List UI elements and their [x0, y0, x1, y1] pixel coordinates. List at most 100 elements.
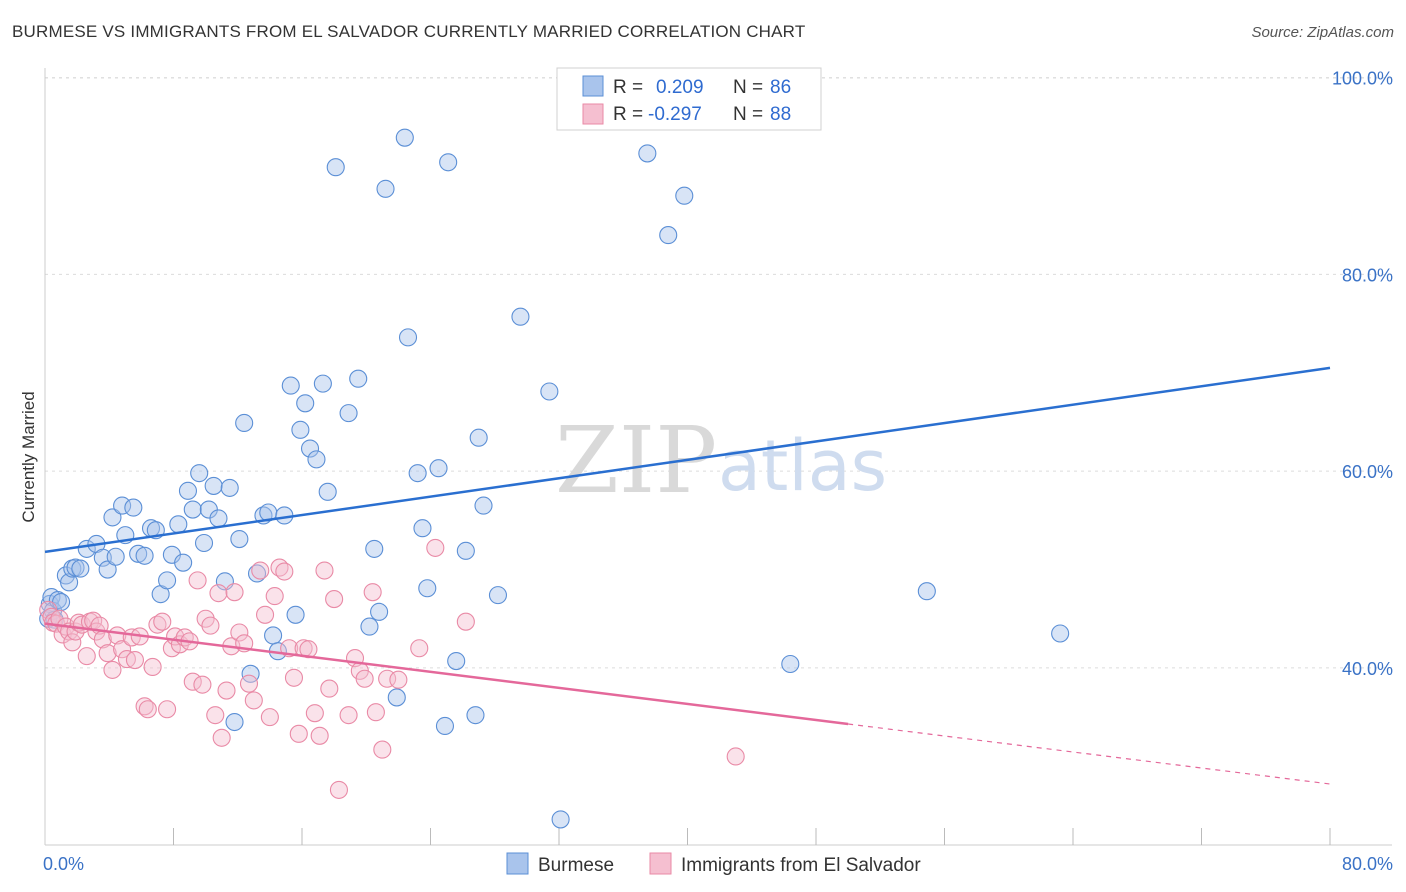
point-el-salvador — [148, 615, 167, 634]
point-el-salvador — [456, 612, 475, 631]
point-burmese — [71, 559, 90, 578]
point-burmese — [456, 541, 475, 560]
point-el-salvador — [325, 590, 344, 609]
x-tick-marks — [173, 828, 1331, 845]
trend-line-burmese — [44, 366, 1331, 554]
point-burmese — [466, 706, 485, 725]
point-burmese — [469, 428, 488, 447]
grid-lines — [45, 77, 1392, 669]
point-el-salvador — [251, 561, 270, 580]
series-swatch-el-salvador — [649, 852, 672, 875]
point-burmese — [194, 533, 214, 553]
trend-line-el-salvador — [44, 622, 849, 726]
point-el-salvador — [284, 668, 304, 687]
point-burmese — [93, 548, 112, 567]
point-burmese — [511, 307, 530, 326]
point-burmese — [113, 496, 132, 515]
point-burmese — [103, 508, 122, 527]
point-burmese — [169, 515, 188, 534]
legend-r-label-1: R = — [613, 77, 643, 98]
y-tick-label: 100.0% — [1332, 69, 1393, 89]
chart-title: BURMESE VS IMMIGRANTS FROM EL SALVADOR C… — [12, 22, 806, 41]
point-burmese — [174, 553, 193, 572]
point-burmese — [540, 382, 559, 401]
point-el-salvador — [426, 538, 445, 557]
point-el-salvador — [135, 697, 154, 716]
point-burmese — [281, 376, 300, 395]
data-points — [39, 128, 1070, 829]
point-burmese — [48, 590, 67, 610]
point-el-salvador — [63, 633, 82, 652]
series-legend: Burmese Immigrants from El Salvador — [506, 852, 921, 876]
point-el-salvador — [217, 681, 236, 700]
point-burmese — [551, 810, 570, 829]
axes — [44, 68, 1392, 846]
point-burmese — [418, 579, 437, 598]
y-tick-label: 40.0% — [1342, 659, 1393, 679]
point-el-salvador — [125, 651, 144, 670]
point-el-salvador — [265, 587, 284, 606]
trend-line-el-salvador-extension — [848, 723, 1331, 785]
point-burmese — [917, 582, 936, 601]
point-burmese — [129, 544, 148, 563]
point-burmese — [488, 586, 508, 605]
point-el-salvador — [103, 660, 122, 679]
legend-r-value-1: 0.209 — [656, 77, 704, 98]
point-burmese — [204, 476, 223, 495]
point-el-salvador — [153, 612, 172, 631]
point-burmese — [395, 128, 414, 147]
y-tick-labels: 40.0% 60.0% 80.0% 100.0% — [1332, 69, 1393, 679]
legend-n-value-1: 86 — [770, 77, 791, 98]
point-burmese — [339, 404, 358, 423]
series-label-burmese: Burmese — [538, 855, 614, 876]
point-el-salvador — [212, 728, 231, 747]
point-burmese — [447, 651, 466, 671]
point-el-salvador — [305, 704, 324, 723]
point-el-salvador — [193, 675, 212, 694]
point-burmese — [387, 688, 406, 707]
point-el-salvador — [239, 674, 259, 693]
point-burmese — [370, 602, 389, 621]
stats-legend: R = 0.209 N = 86 R = -0.297 N = 88 — [556, 67, 822, 131]
point-el-salvador — [201, 616, 220, 635]
point-burmese — [638, 144, 657, 163]
watermark-atlas: atlas — [718, 425, 887, 507]
source-label: Source: ZipAtlas.com — [1251, 24, 1394, 41]
x-tick-label-min: 0.0% — [43, 854, 84, 874]
point-burmese — [675, 186, 694, 205]
point-burmese — [209, 509, 228, 528]
point-el-salvador — [113, 640, 132, 659]
point-el-salvador — [98, 644, 117, 663]
point-el-salvador — [363, 583, 382, 602]
point-burmese — [106, 547, 125, 566]
point-burmese — [275, 506, 294, 525]
point-burmese — [220, 478, 239, 497]
point-burmese — [659, 226, 678, 245]
point-burmese — [360, 617, 379, 636]
point-burmese — [313, 374, 332, 393]
point-el-salvador — [143, 657, 162, 676]
trend-lines — [44, 366, 1331, 785]
point-burmese — [225, 712, 244, 732]
point-burmese — [98, 560, 117, 579]
point-burmese — [408, 464, 427, 483]
point-el-salvador — [355, 669, 374, 688]
legend-r-value-2: -0.297 — [648, 104, 702, 125]
point-burmese — [398, 328, 418, 347]
watermark-zip: ZIP — [555, 407, 717, 514]
point-el-salvador — [339, 706, 358, 725]
point-burmese — [376, 179, 395, 198]
point-el-salvador — [209, 584, 228, 603]
y-tick-label: 60.0% — [1342, 462, 1393, 482]
point-burmese — [429, 459, 448, 478]
point-el-salvador — [256, 605, 275, 624]
point-burmese — [365, 539, 384, 558]
point-el-salvador — [158, 700, 177, 719]
point-el-salvador — [389, 670, 408, 689]
point-el-salvador — [320, 679, 339, 698]
y-tick-label: 80.0% — [1342, 265, 1393, 285]
series-swatch-burmese — [506, 852, 529, 875]
point-burmese — [307, 450, 326, 469]
point-burmese — [439, 153, 458, 172]
y-axis-title: Currently Married — [19, 391, 38, 522]
